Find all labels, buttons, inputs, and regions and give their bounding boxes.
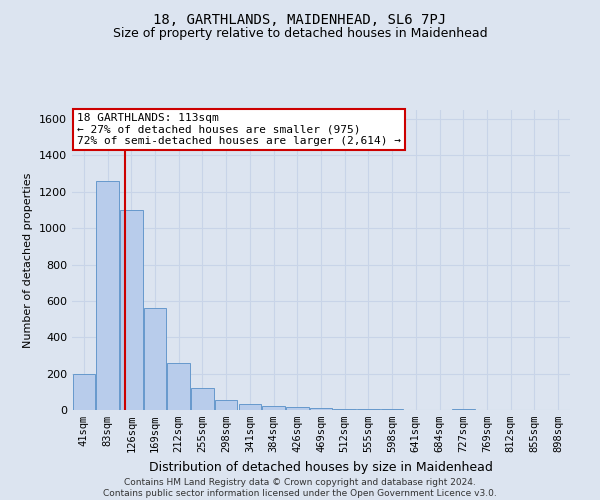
Text: 18, GARTHLANDS, MAIDENHEAD, SL6 7PJ: 18, GARTHLANDS, MAIDENHEAD, SL6 7PJ bbox=[154, 12, 446, 26]
Text: Contains HM Land Registry data © Crown copyright and database right 2024.
Contai: Contains HM Land Registry data © Crown c… bbox=[103, 478, 497, 498]
Bar bbox=[286, 408, 308, 410]
Text: 18 GARTHLANDS: 113sqm
← 27% of detached houses are smaller (975)
72% of semi-det: 18 GARTHLANDS: 113sqm ← 27% of detached … bbox=[77, 113, 401, 146]
X-axis label: Distribution of detached houses by size in Maidenhead: Distribution of detached houses by size … bbox=[149, 460, 493, 473]
Bar bbox=[452, 409, 475, 410]
Bar bbox=[144, 308, 166, 410]
Bar bbox=[120, 210, 143, 410]
Text: Size of property relative to detached houses in Maidenhead: Size of property relative to detached ho… bbox=[113, 28, 487, 40]
Bar bbox=[191, 388, 214, 410]
Bar bbox=[262, 406, 285, 410]
Bar bbox=[239, 404, 261, 410]
Bar bbox=[381, 409, 403, 410]
Bar bbox=[215, 400, 238, 410]
Bar bbox=[73, 374, 95, 410]
Bar bbox=[334, 408, 356, 410]
Bar bbox=[97, 181, 119, 410]
Bar bbox=[310, 408, 332, 410]
Bar bbox=[167, 362, 190, 410]
Bar bbox=[357, 409, 380, 410]
Y-axis label: Number of detached properties: Number of detached properties bbox=[23, 172, 34, 348]
